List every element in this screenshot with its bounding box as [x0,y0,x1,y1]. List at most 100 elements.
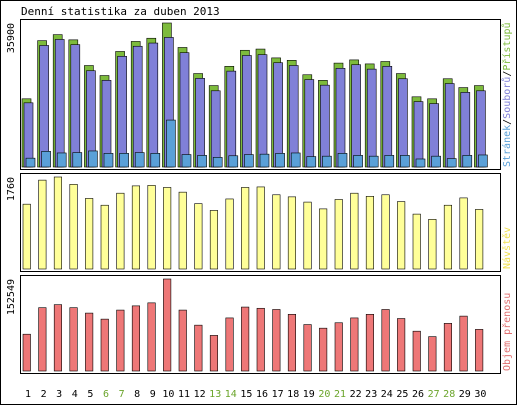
hits-panel-ymax-label: 35900 [6,23,17,53]
legend-pages: Stránek [501,125,513,167]
x-tick-label: 20 [318,389,330,400]
traffic-bar [459,315,468,372]
pages-bar [368,155,379,168]
pages-bar [88,150,98,168]
x-tick-label: 29 [459,389,471,400]
x-tick-label: 8 [134,389,140,400]
pages-bar [150,153,161,168]
visits-bar [428,219,437,270]
traffic-bar [131,305,140,372]
visits-bar [178,191,187,270]
x-tick-label: 12 [194,389,206,400]
traffic-bar [194,324,203,372]
chart-title: Denní statistika za duben 2013 [21,5,220,18]
legend-files: Souborů [501,77,513,119]
visits-bar [241,187,250,270]
pages-bar [306,156,317,168]
pages-bar [212,157,223,168]
traffic-bar [350,317,359,372]
visits-bar [397,201,406,270]
visits-bar [131,185,140,270]
traffic-bar [38,307,47,372]
visits-bar [334,199,343,270]
x-tick-label: 25 [396,389,408,400]
visits-bar [100,204,109,270]
visits-bar [319,208,328,270]
visits-bar [475,209,484,270]
x-tick-label: 22 [350,389,362,400]
pages-bar [478,154,488,168]
traffic-bar [225,317,234,372]
files-bar [304,79,315,168]
visits-bar [225,198,234,270]
x-tick-label: 27 [428,389,440,400]
visits-panel-legend: Návštěv [501,227,513,269]
pages-bar [41,151,51,168]
x-tick-label: 3 [56,389,62,400]
traffic-bar [147,302,156,372]
visits-bar [350,192,359,270]
visits-bar [53,176,63,270]
traffic-bar [85,312,94,372]
x-tick-label: 19 [303,389,315,400]
traffic-bar [178,309,187,372]
files-bar [335,68,346,168]
visits-bar [412,213,421,270]
traffic-bar [100,318,109,372]
legend-hits: Přístupů [501,22,513,70]
x-tick-label: 6 [103,389,109,400]
traffic-bar [116,309,125,372]
traffic-bar [53,304,63,372]
files-bar [195,78,205,168]
traffic-bar [241,306,250,372]
legend-label: Objem přenosu [501,293,513,371]
traffic-bar [303,324,312,372]
files-bar [382,66,393,168]
x-tick-label: 2 [41,389,47,400]
pages-bar [244,154,254,168]
visits-bar [365,196,375,270]
pages-bar [197,155,207,168]
visits-bar [194,203,203,270]
traffic-bar [287,314,297,372]
legend-separator: / [502,71,513,77]
visits-bar [22,203,31,270]
files-bar [39,45,49,168]
traffic-bar [22,333,31,372]
visits-bar [459,197,468,270]
pages-bar [384,155,395,168]
x-tick-label: 26 [412,389,424,400]
visits-bar [256,186,265,270]
x-tick-label: 4 [72,389,78,400]
traffic-bar [412,330,421,372]
traffic-bar [475,329,484,372]
files-bar [117,55,127,168]
x-tick-label: 21 [334,389,346,400]
visits-panel-ymax-label: 1760 [6,177,17,201]
pages-bar [431,155,441,168]
visits-bar [443,204,453,270]
files-bar [398,78,408,168]
x-tick-label: 10 [162,389,174,400]
files-bar [179,52,190,168]
visits-bar [163,187,172,270]
x-tick-label: 7 [119,389,125,400]
pages-bar [290,152,301,168]
visits-bar [38,179,47,270]
legend-separator: / [502,119,513,125]
files-bar [148,42,159,168]
traffic-bar [397,318,406,372]
hits-panel-legend: Stránek/Souborů/Přístupů [501,22,513,167]
x-tick-label: 23 [365,389,377,400]
files-bar [242,55,252,168]
files-bar [351,64,361,168]
traffic-bar [69,307,78,372]
x-tick-label: 30 [474,389,486,400]
pages-bar [56,152,67,168]
x-tick-label: 1 [25,389,31,400]
files-bar [70,44,81,168]
x-tick-label: 24 [381,389,393,400]
x-tick-label: 14 [225,389,237,400]
x-tick-label: 13 [209,389,221,400]
visits-bar [116,192,125,270]
